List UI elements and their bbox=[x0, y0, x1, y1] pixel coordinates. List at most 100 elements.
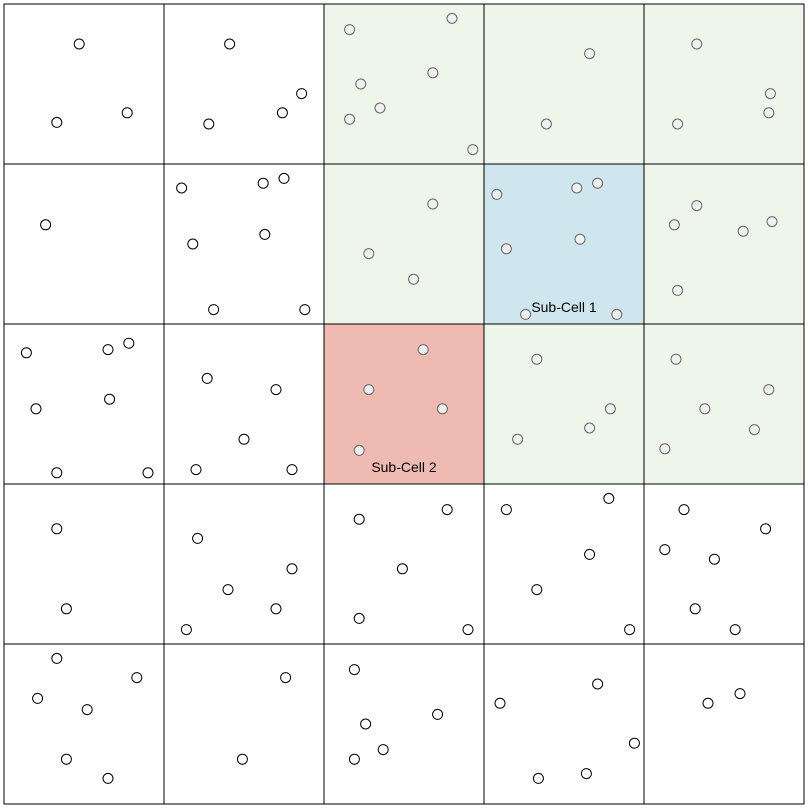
neighbor-cell bbox=[483, 323, 645, 485]
data-point bbox=[691, 200, 703, 212]
data-point bbox=[678, 504, 690, 516]
data-point bbox=[102, 772, 114, 784]
data-point bbox=[702, 697, 714, 709]
data-point bbox=[659, 544, 671, 556]
data-point bbox=[432, 708, 444, 720]
data-point bbox=[512, 433, 524, 445]
data-point bbox=[286, 464, 298, 476]
data-point bbox=[628, 737, 640, 749]
neighbor-cell bbox=[643, 163, 805, 325]
data-point bbox=[689, 603, 701, 615]
data-point bbox=[123, 337, 135, 349]
data-point bbox=[60, 603, 72, 615]
data-point bbox=[51, 467, 63, 479]
grid-cell bbox=[3, 163, 165, 325]
grid-cell bbox=[323, 643, 485, 805]
data-point bbox=[584, 48, 596, 60]
data-point bbox=[192, 532, 204, 544]
data-point bbox=[363, 248, 375, 260]
data-point bbox=[344, 113, 356, 125]
data-point bbox=[353, 612, 365, 624]
data-point bbox=[408, 273, 420, 285]
grid-cell bbox=[163, 643, 325, 805]
sub-cell-2-label: Sub-Cell 2 bbox=[371, 459, 437, 475]
data-point bbox=[131, 672, 143, 684]
data-point bbox=[377, 744, 389, 756]
data-point bbox=[374, 102, 386, 114]
data-point bbox=[737, 225, 749, 237]
neighbor-cell bbox=[483, 3, 645, 165]
data-point bbox=[81, 704, 93, 716]
data-point bbox=[102, 344, 114, 356]
data-point bbox=[259, 228, 271, 240]
grid-cell bbox=[163, 3, 325, 165]
data-point bbox=[296, 88, 308, 100]
data-point bbox=[187, 238, 199, 250]
sub-cell-1 bbox=[483, 163, 645, 325]
data-point bbox=[299, 304, 311, 316]
data-point bbox=[670, 353, 682, 365]
grid-cells bbox=[3, 3, 805, 805]
grid-cell bbox=[3, 483, 165, 645]
data-point bbox=[30, 403, 42, 415]
neighbor-cell bbox=[643, 323, 805, 485]
data-point bbox=[51, 523, 63, 535]
data-point bbox=[436, 403, 448, 415]
data-point bbox=[396, 563, 408, 575]
data-point bbox=[427, 67, 439, 79]
data-point bbox=[417, 344, 429, 356]
data-point bbox=[734, 688, 746, 700]
data-point bbox=[691, 38, 703, 50]
data-point bbox=[603, 492, 615, 504]
data-point bbox=[672, 284, 684, 296]
data-point bbox=[462, 624, 474, 636]
data-point bbox=[500, 504, 512, 516]
data-point bbox=[532, 772, 544, 784]
data-point bbox=[520, 308, 532, 320]
data-point bbox=[363, 384, 375, 396]
data-points bbox=[20, 12, 778, 784]
data-point bbox=[20, 347, 32, 359]
data-point bbox=[348, 753, 360, 765]
data-point bbox=[592, 177, 604, 189]
data-point bbox=[355, 78, 367, 90]
data-point bbox=[592, 678, 604, 690]
data-point bbox=[236, 753, 248, 765]
data-point bbox=[32, 692, 44, 704]
grid-cell bbox=[163, 483, 325, 645]
data-point bbox=[668, 219, 680, 231]
data-point bbox=[494, 697, 506, 709]
data-point bbox=[208, 304, 220, 316]
data-point bbox=[531, 353, 543, 365]
data-point bbox=[73, 38, 85, 50]
neighbor-cell bbox=[323, 163, 485, 325]
data-point bbox=[760, 523, 772, 535]
data-point bbox=[360, 718, 372, 730]
data-point bbox=[584, 422, 596, 434]
data-point bbox=[203, 118, 215, 130]
data-point bbox=[574, 233, 586, 245]
data-point bbox=[353, 513, 365, 525]
data-point bbox=[348, 664, 360, 676]
grid-cell bbox=[163, 323, 325, 485]
data-point bbox=[763, 107, 775, 119]
data-point bbox=[353, 444, 365, 456]
data-point bbox=[500, 243, 512, 255]
neighbor-cell bbox=[643, 3, 805, 165]
data-point bbox=[491, 188, 503, 200]
data-point bbox=[257, 177, 269, 189]
grid-cell bbox=[643, 483, 805, 645]
data-point bbox=[142, 467, 154, 479]
data-point bbox=[51, 116, 63, 128]
sub-cell-2 bbox=[323, 323, 485, 485]
grid-cell bbox=[483, 643, 645, 805]
data-point bbox=[584, 548, 596, 560]
data-point bbox=[467, 144, 479, 156]
data-point bbox=[571, 182, 583, 194]
data-point bbox=[540, 118, 552, 130]
data-point bbox=[672, 118, 684, 130]
data-point bbox=[286, 563, 298, 575]
data-point bbox=[763, 384, 775, 396]
grid-cell bbox=[3, 3, 165, 165]
data-point bbox=[121, 107, 133, 119]
